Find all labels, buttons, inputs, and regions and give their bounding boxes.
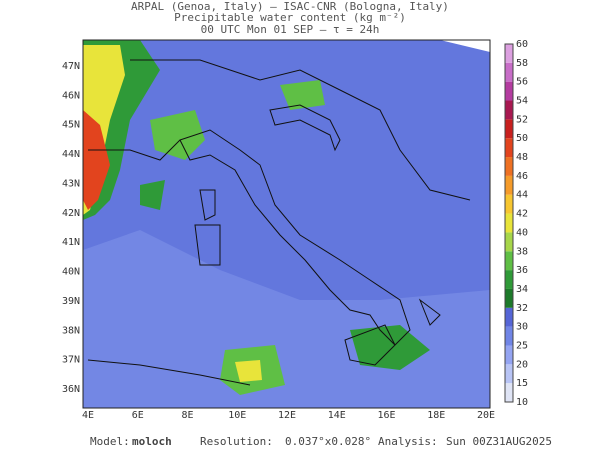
coastline <box>87 59 471 386</box>
colorbar-label: 10 <box>516 397 528 408</box>
colorbar-label: 58 <box>516 58 528 69</box>
lon-label: 16E <box>377 410 395 421</box>
colorbar-label: 44 <box>516 190 528 201</box>
lat-label: 39N <box>62 296 80 307</box>
colorbar-label: 46 <box>516 171 528 182</box>
colorbar-segment <box>505 175 513 195</box>
colorbar-label: 34 <box>516 284 528 295</box>
colorbar-label: 40 <box>516 227 528 238</box>
colorbar-label: 36 <box>516 265 528 276</box>
lon-label: 10E <box>228 410 246 421</box>
colorbar-label: 32 <box>516 303 528 314</box>
colorbar-segment <box>505 251 513 271</box>
field-patch <box>150 110 205 160</box>
lat-label: 36N <box>62 384 80 395</box>
footer-label: Analysis: <box>378 435 438 448</box>
colorbar-frame <box>504 43 514 403</box>
lon-label: 4E <box>82 410 94 421</box>
lon-label: 14E <box>328 410 346 421</box>
colorbar-segment <box>505 138 513 158</box>
colorbar-label: 48 <box>516 152 528 163</box>
colorbar-segment <box>505 288 513 308</box>
lat-label: 47N <box>62 61 80 72</box>
lat-label: 43N <box>62 178 80 189</box>
colorbar-label: 60 <box>516 39 528 50</box>
map-frame <box>82 39 491 409</box>
header-line: Precipitable water content (kg m⁻²) <box>174 11 406 24</box>
lon-label: 8E <box>181 410 193 421</box>
colorbar-segment <box>505 326 513 346</box>
colorbar-label: 20 <box>516 359 528 370</box>
colorbar-segment <box>505 383 513 402</box>
footer-value: Sun 00Z31AUG2025 <box>446 435 552 448</box>
colorbar-segment <box>505 81 513 101</box>
colorbar-segment <box>505 345 513 365</box>
lat-label: 44N <box>62 149 80 160</box>
colorbar-label: 38 <box>516 246 528 257</box>
colorbar-segment <box>505 100 513 120</box>
colorbar-segment <box>505 270 513 289</box>
field-patch <box>140 180 165 210</box>
colorbar-segment <box>505 194 513 214</box>
colorbar-label: 52 <box>516 114 528 125</box>
lat-label: 46N <box>62 90 80 101</box>
colorbar-label: 50 <box>516 133 528 144</box>
colorbar-label: 54 <box>516 96 528 107</box>
footer-value: 0.037°x0.028° <box>285 435 371 448</box>
colorbar-segment <box>505 213 513 233</box>
colorbar-label: 42 <box>516 209 528 220</box>
colorbar-label: 30 <box>516 322 528 333</box>
field-patch <box>83 110 110 210</box>
lon-label: 6E <box>132 410 144 421</box>
domain-edge <box>440 40 490 52</box>
colorbar-segment <box>505 157 513 176</box>
lat-label: 41N <box>62 237 80 248</box>
lat-label: 37N <box>62 355 80 366</box>
lat-label: 45N <box>62 120 80 131</box>
header-line: 00 UTC Mon 01 SEP – τ = 24h <box>201 23 380 36</box>
colorbar-label: 15 <box>516 378 528 389</box>
lon-label: 20E <box>477 410 495 421</box>
lat-label: 42N <box>62 208 80 219</box>
field-patch <box>350 325 430 370</box>
footer-value: moloch <box>132 435 172 448</box>
footer-label: Model: <box>90 435 130 448</box>
colorbar-label: 25 <box>516 340 528 351</box>
lon-label: 18E <box>427 410 445 421</box>
map <box>82 39 491 409</box>
header-line: ARPAL (Genoa, Italy) – ISAC-CNR (Bologna… <box>131 0 449 13</box>
lat-label: 40N <box>62 267 80 278</box>
colorbar-segment <box>505 307 513 327</box>
colorbar-segment <box>505 44 513 63</box>
field-patch <box>280 80 325 110</box>
colorbar-label: 56 <box>516 77 528 88</box>
colorbar-segment <box>505 62 513 82</box>
colorbar-segment <box>505 119 513 139</box>
lon-label: 12E <box>278 410 296 421</box>
lat-label: 38N <box>62 325 80 336</box>
colorbar-segment <box>505 364 513 384</box>
field-patch <box>235 360 262 382</box>
colorbar-segment <box>505 232 513 252</box>
footer-label: Resolution: <box>200 435 273 448</box>
